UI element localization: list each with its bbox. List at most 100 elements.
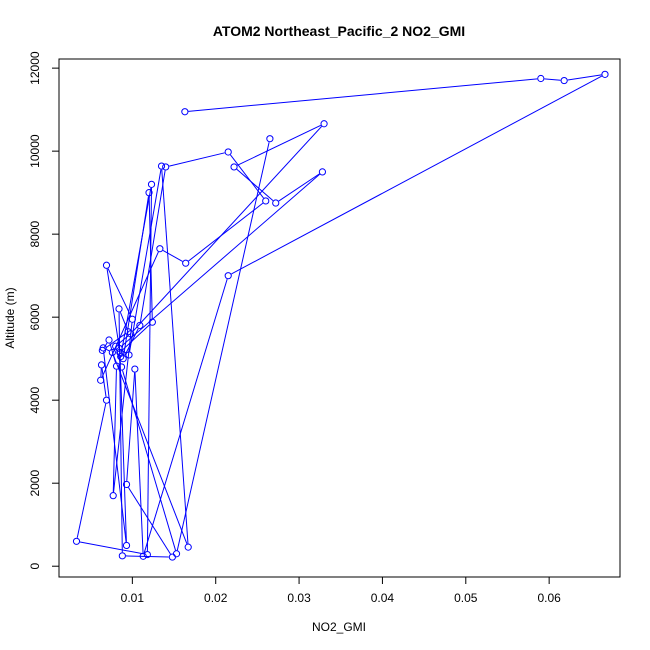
series-segment <box>103 342 108 348</box>
data-point <box>112 342 120 350</box>
series-segment <box>236 168 274 202</box>
y-axis: 0 2000 4000 6000 8000 10000 12000 <box>28 51 60 570</box>
data-point <box>157 162 166 170</box>
data-point <box>127 330 135 338</box>
data-point <box>272 199 280 207</box>
data-point <box>99 344 107 352</box>
series-segment <box>161 169 189 544</box>
series-segment <box>118 335 129 345</box>
y-tick-label: 10000 <box>28 134 42 168</box>
data-point <box>230 163 238 171</box>
y-tick-label: 4000 <box>28 387 42 414</box>
data-point <box>147 180 156 188</box>
series-segment <box>116 349 122 364</box>
series-segment <box>103 351 127 542</box>
data-point <box>320 120 328 128</box>
series-segment <box>106 349 110 352</box>
data-point <box>102 261 111 269</box>
data-point <box>224 148 232 156</box>
data-point <box>128 315 136 323</box>
data-point <box>145 189 153 197</box>
y-tick-label: 6000 <box>28 303 42 330</box>
data-point <box>102 396 111 404</box>
x-axis-title: NO2_GMI <box>312 620 366 634</box>
series-segment <box>104 333 126 349</box>
series-segment <box>121 173 321 347</box>
series-segment <box>106 268 121 354</box>
data-point <box>136 321 144 330</box>
data-point <box>112 362 121 370</box>
data-point <box>601 70 609 78</box>
series-segment <box>101 368 107 397</box>
data-point <box>97 376 105 384</box>
x-tick-label: 0.06 <box>537 591 561 605</box>
data-point <box>262 197 270 205</box>
series-segment <box>148 196 153 319</box>
series-segment <box>125 555 169 558</box>
x-tick-label: 0.03 <box>287 591 311 605</box>
data-point <box>115 305 123 313</box>
y-axis-title: Altitude (m) <box>3 287 17 348</box>
data-point <box>117 363 126 371</box>
data-point <box>122 541 131 550</box>
data-point <box>266 135 274 143</box>
series-segment <box>134 372 144 553</box>
series-segment <box>126 372 136 481</box>
series-segment <box>231 75 603 275</box>
data-point <box>131 365 139 373</box>
series-segment <box>139 170 166 322</box>
data-point <box>318 168 327 176</box>
series-segment <box>119 356 127 542</box>
series-points <box>72 70 609 561</box>
data-point <box>109 492 117 500</box>
x-tick-label: 0.05 <box>454 591 478 605</box>
series-lines <box>76 74 603 558</box>
data-point <box>184 543 192 551</box>
series-segment <box>76 403 107 538</box>
data-point <box>139 552 147 560</box>
series-segment <box>567 74 602 81</box>
series-segment <box>129 169 162 352</box>
series-segment <box>112 369 117 493</box>
data-point <box>72 537 81 545</box>
series-segment <box>107 268 132 317</box>
series-segment <box>230 154 264 199</box>
series-segment <box>278 173 320 202</box>
y-tick-label: 2000 <box>28 470 42 497</box>
x-tick-label: 0.04 <box>371 591 395 605</box>
y-tick-label: 12000 <box>28 51 42 85</box>
data-point <box>537 74 545 83</box>
data-point <box>125 351 133 359</box>
series-segment <box>79 541 144 555</box>
plot-frame <box>58 58 621 578</box>
chart-title: ATOM2 Northeast_Pacific_2 NO2_GMI <box>213 23 465 39</box>
data-point <box>122 480 131 489</box>
x-tick-label: 0.01 <box>121 591 145 605</box>
series-segment <box>122 370 176 551</box>
y-tick-label: 0 <box>28 563 42 570</box>
series-segment <box>128 487 171 555</box>
series-segment <box>237 124 322 166</box>
data-point <box>172 550 181 558</box>
data-point <box>97 361 106 369</box>
series-segment <box>176 142 270 551</box>
data-point <box>224 272 232 280</box>
data-point <box>560 76 568 85</box>
data-point <box>105 336 113 344</box>
data-point <box>182 259 190 267</box>
series-segment <box>169 152 225 167</box>
series-segment <box>188 78 538 112</box>
series-segment <box>188 202 264 262</box>
series-segment <box>143 278 228 553</box>
data-point <box>181 108 189 116</box>
data-point <box>143 550 151 559</box>
data-point <box>156 245 164 253</box>
series-segment <box>122 324 151 351</box>
x-tick-label: 0.02 <box>204 591 228 605</box>
series-segment <box>113 355 188 544</box>
data-point <box>119 355 127 363</box>
data-point <box>116 348 124 357</box>
x-axis: 0.01 0.02 0.03 0.04 0.05 0.06 <box>121 576 561 605</box>
